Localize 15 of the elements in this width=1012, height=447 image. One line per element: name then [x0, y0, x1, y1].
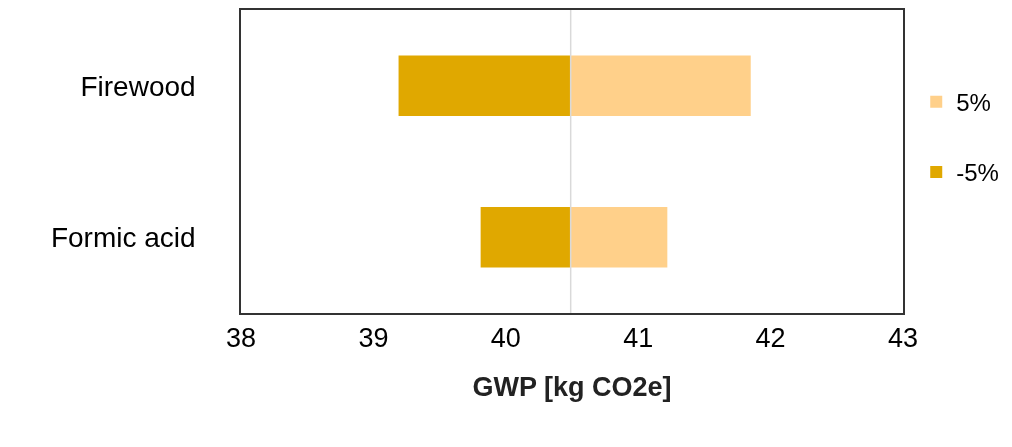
x-tick-label: 40: [490, 323, 521, 354]
x-axis-title: GWP [kg CO2e]: [472, 372, 672, 403]
legend-label: 5%: [956, 89, 991, 117]
y-tick-label: Formic acid: [50, 222, 196, 254]
bar: [570, 206, 668, 268]
y-tick-label: Firewood: [80, 70, 196, 102]
x-tick-label: 39: [358, 323, 389, 354]
bar: [570, 55, 751, 117]
x-tick-label: 43: [887, 323, 919, 354]
legend-label: -5%: [956, 159, 999, 187]
bar: [480, 206, 571, 268]
x-tick-label: 42: [755, 323, 786, 354]
x-tick-label: 38: [225, 323, 257, 354]
bar: [398, 55, 571, 117]
x-tick-label: 41: [623, 323, 654, 354]
